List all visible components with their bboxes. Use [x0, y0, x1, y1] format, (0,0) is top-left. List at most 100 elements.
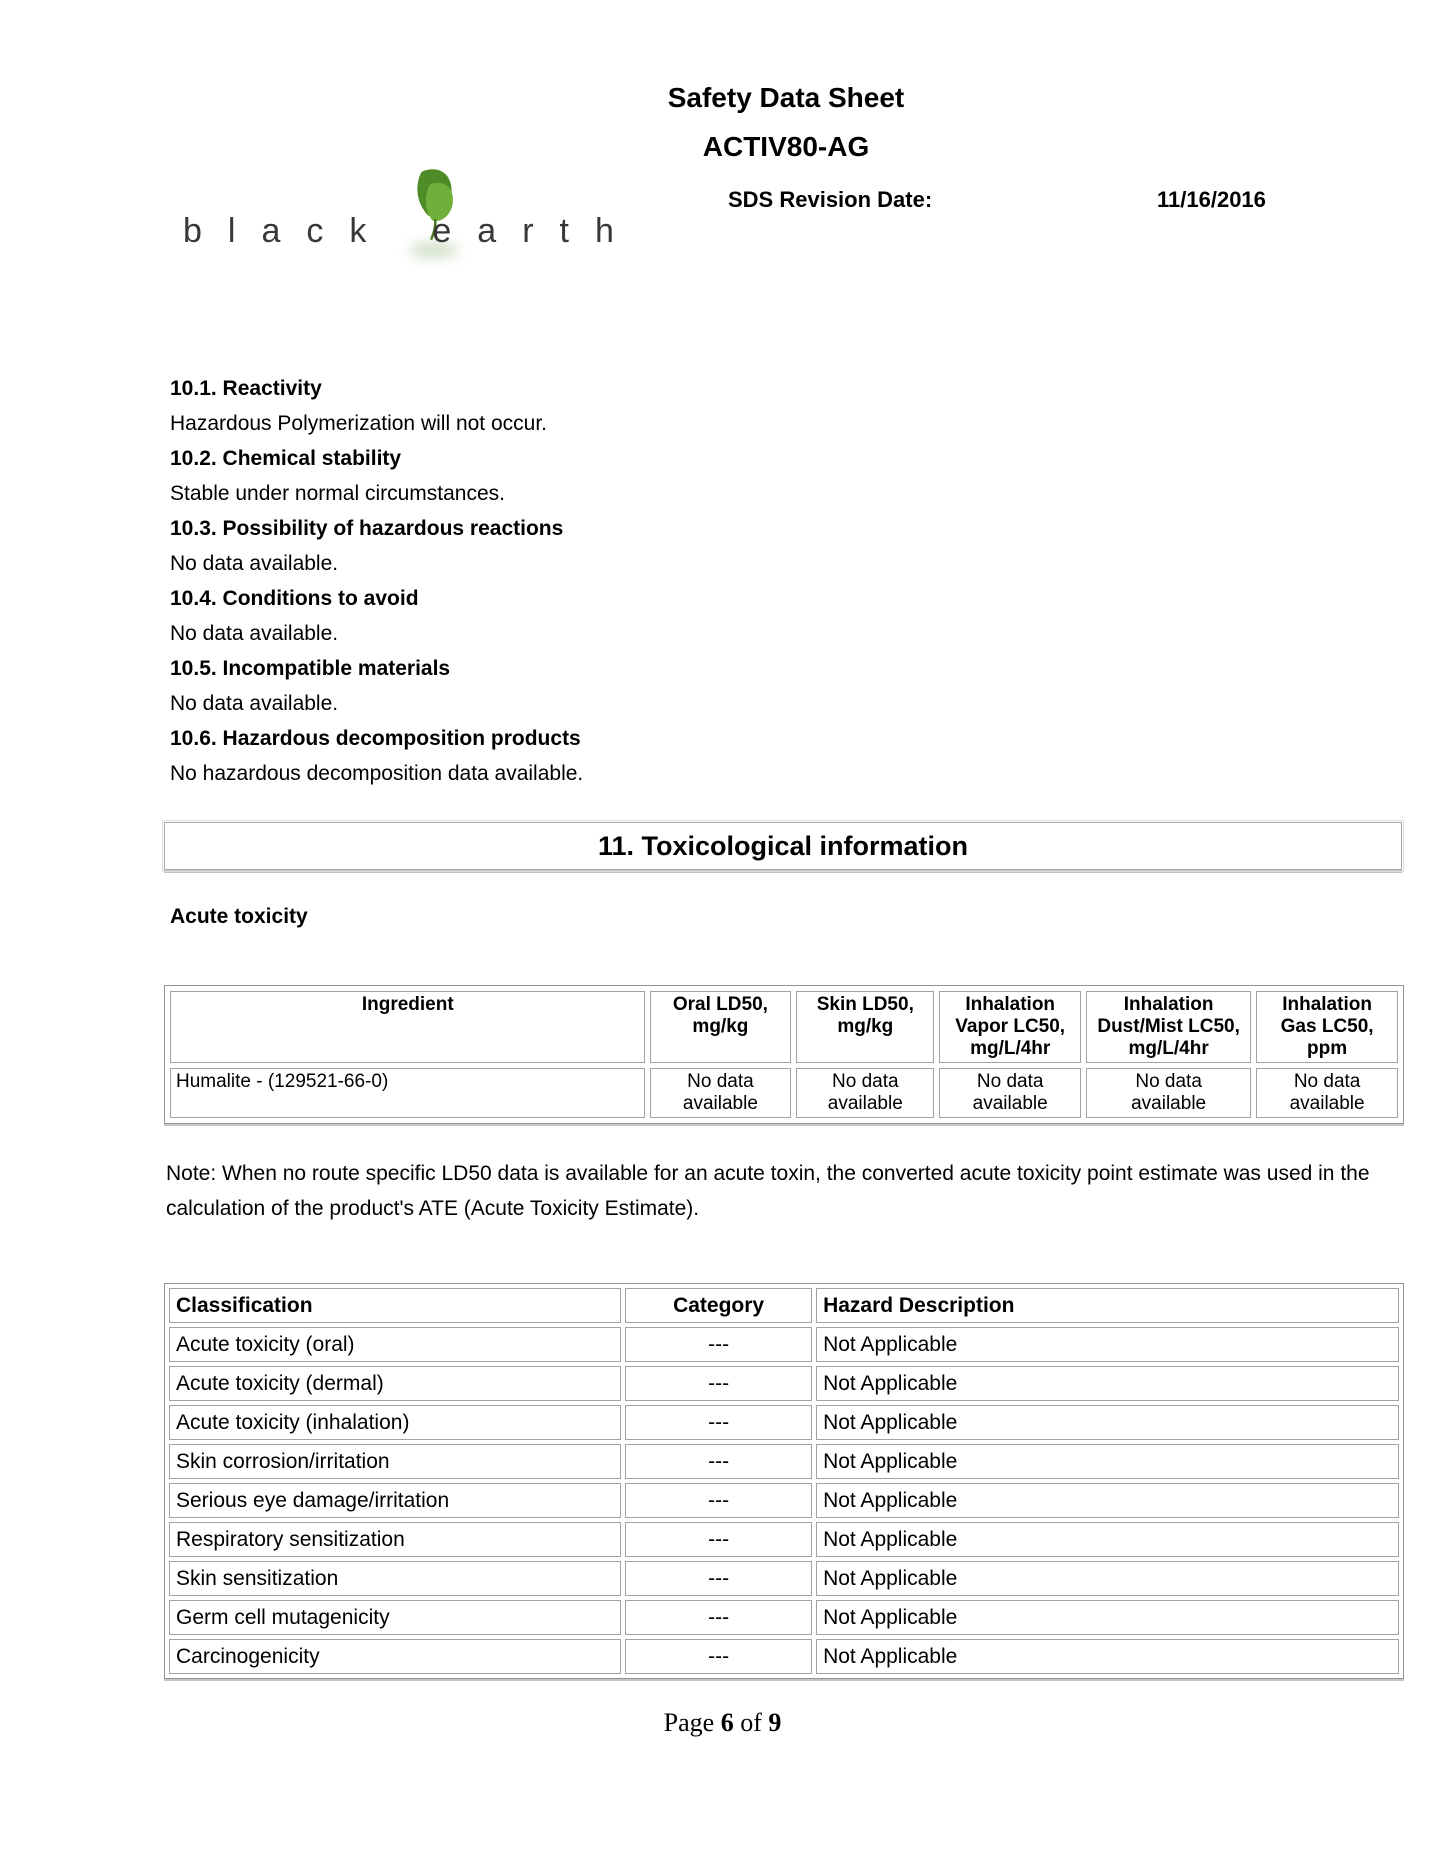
black-earth-logo: black earth: [183, 150, 763, 265]
classification-data-cell: Not Applicable: [816, 1366, 1399, 1401]
classification-data-row: Skin sensitization --- Not Applicable: [169, 1561, 1399, 1596]
classification-data-cell: ---: [625, 1327, 813, 1362]
classification-header-row: Classification Category Hazard Description: [169, 1288, 1399, 1323]
product-name: ACTIV80-AG: [702, 131, 870, 162]
classification-data-row: Acute toxicity (oral) --- Not Applicable: [169, 1327, 1399, 1362]
page-footer: Page 6 of 9: [0, 1708, 1445, 1738]
classification-header-cell: Hazard Description: [816, 1288, 1399, 1323]
page-total: 9: [768, 1708, 782, 1737]
classification-data-row: Carcinogenicity --- Not Applicable: [169, 1639, 1399, 1674]
cell-line: No data: [976, 1071, 1044, 1092]
section-10-body: No hazardous decomposition data availabl…: [170, 762, 584, 785]
cell-line: Oral LD50,: [672, 994, 768, 1015]
classification-data-row: Serious eye damage/irritation --- Not Appl…: [169, 1483, 1399, 1518]
cell-line: Ingredient: [361, 994, 454, 1015]
cell-line: No data: [1293, 1071, 1361, 1092]
cell-line: No data: [1135, 1071, 1202, 1092]
cell-line: available: [682, 1093, 758, 1114]
section-11-banner: 11. Toxicological information: [162, 820, 1404, 872]
cell-line: available: [827, 1093, 903, 1114]
cell-line: Inhalation: [965, 994, 1056, 1015]
of-word: of: [740, 1708, 762, 1737]
cell-line: available: [1131, 1093, 1207, 1114]
classification-data-row: Acute toxicity (dermal) --- Not Applicable: [169, 1366, 1399, 1401]
ate-note: Note: When no route specific LD50 data i…: [166, 1162, 1370, 1220]
cell-line: Skin LD50,: [816, 994, 914, 1015]
toxicity-data-row: Humalite - (129521-66-0) No data available…: [170, 1068, 1398, 1118]
logo-word-black: black: [183, 212, 393, 250]
section-11-title: 11. Toxicological information: [597, 830, 969, 861]
classification-data-cell: Not Applicable: [816, 1405, 1399, 1440]
classification-data-cell: ---: [625, 1444, 813, 1479]
cell-line: Inhalation: [1282, 994, 1372, 1015]
classification-data-cell: Germ cell mutagenicity: [169, 1600, 622, 1635]
toxicity-header-cell: Inhalation Vapor LC50, mg/L/4hr: [939, 991, 1082, 1063]
page-number: 6: [720, 1708, 734, 1737]
classification-data-cell: ---: [625, 1639, 813, 1674]
acute-toxicity-table-body: Ingredient Oral LD50, mg/kg Skin LD50, mg/kg…: [170, 991, 1398, 1118]
classification-data-cell: Acute toxicity (dermal): [169, 1366, 622, 1401]
classification-data-cell: Not Applicable: [816, 1327, 1399, 1362]
section-10-heading: 10.4. Conditions to avoid: [170, 587, 419, 610]
acute-toxicity-heading: Acute toxicity: [170, 905, 308, 928]
classification-data-cell: Not Applicable: [816, 1483, 1399, 1518]
section-10-body: No data available.: [170, 622, 339, 645]
classification-data-cell: Skin corrosion/irritation: [169, 1444, 622, 1479]
classification-header-cell: Classification: [169, 1288, 622, 1323]
classification-data-cell: ---: [625, 1483, 813, 1518]
toxicity-data-cell: No data available: [1256, 1068, 1398, 1118]
section-10-body: No data available.: [170, 552, 339, 575]
toxicity-data-cell: No data available: [649, 1068, 792, 1118]
acute-toxicity-table: Ingredient Oral LD50, mg/kg Skin LD50, mg/kg…: [164, 985, 1404, 1124]
classification-data-row: Respiratory sensitization --- Not Applicab…: [169, 1522, 1399, 1557]
leaf-reflection: [409, 242, 459, 258]
classification-data-cell: Acute toxicity (inhalation): [169, 1405, 622, 1440]
classification-data-cell: Not Applicable: [816, 1639, 1399, 1674]
toxicity-header-row: Ingredient Oral LD50, mg/kg Skin LD50, mg/kg…: [170, 991, 1398, 1063]
toxicity-data-cell: No data available: [796, 1068, 935, 1118]
logo-text: black earth: [183, 212, 640, 251]
toxicity-header-cell: Skin LD50, mg/kg: [796, 991, 935, 1063]
classification-data-row: Acute toxicity (inhalation) --- Not Applic…: [169, 1405, 1399, 1440]
classification-data-cell: Not Applicable: [816, 1522, 1399, 1557]
classification-data-row: Skin corrosion/irritation --- Not Applicab…: [169, 1444, 1399, 1479]
classification-data-cell: ---: [625, 1405, 813, 1440]
document-title: Safety Data Sheet: [667, 82, 905, 113]
cell-line: No data: [832, 1071, 899, 1092]
classification-table-body: Classification Category Hazard Description…: [169, 1288, 1399, 1674]
toxicity-header-cell: Ingredient: [170, 991, 645, 1063]
page-word: Page: [663, 1708, 715, 1737]
cell-line: mg/L/4hr: [1128, 1038, 1209, 1059]
cell-line: No data: [687, 1071, 754, 1092]
section-10-body: Stable under normal circumstances.: [170, 482, 505, 505]
section-10-body: Hazardous Polymerization will not occur.: [170, 412, 547, 435]
classification-data-cell: Skin sensitization: [169, 1561, 622, 1596]
section-10-heading: 10.1. Reactivity: [170, 377, 322, 400]
classification-data-cell: ---: [625, 1600, 813, 1635]
toxicity-header-cell: Oral LD50, mg/kg: [649, 991, 792, 1063]
classification-data-cell: ---: [625, 1366, 813, 1401]
cell-line: Inhalation: [1123, 994, 1214, 1015]
classification-data-cell: Not Applicable: [816, 1561, 1399, 1596]
cell-line: Gas LC50,: [1280, 1016, 1374, 1037]
revision-date-value: 11/16/2016: [1157, 187, 1266, 212]
classification-data-row: Germ cell mutagenicity --- Not Applicable: [169, 1600, 1399, 1635]
classification-table: Classification Category Hazard Description…: [164, 1283, 1404, 1679]
revision-date-label: SDS Revision Date:: [728, 187, 933, 212]
classification-data-cell: ---: [625, 1561, 813, 1596]
toxicity-data-cell: No data available: [939, 1068, 1082, 1118]
toxicity-header-cell: Inhalation Dust/Mist LC50, mg/L/4hr: [1086, 991, 1252, 1063]
logo-word-earth: earth: [432, 212, 640, 250]
classification-data-cell: Not Applicable: [816, 1444, 1399, 1479]
classification-header-cell: Category: [625, 1288, 813, 1323]
cell-line: available: [972, 1093, 1048, 1114]
cell-line: mg/L/4hr: [970, 1038, 1051, 1059]
classification-data-cell: Not Applicable: [816, 1600, 1399, 1635]
toxicity-header-cell: Inhalation Gas LC50, ppm: [1256, 991, 1398, 1063]
classification-data-cell: Carcinogenicity: [169, 1639, 622, 1674]
section-10-heading: 10.5. Incompatible materials: [170, 657, 451, 680]
section-10-heading: 10.3. Possibility of hazardous reactions: [170, 517, 564, 540]
cell-line: Humalite - (129521-66-0): [176, 1071, 389, 1092]
classification-data-cell: Serious eye damage/irritation: [169, 1483, 622, 1518]
